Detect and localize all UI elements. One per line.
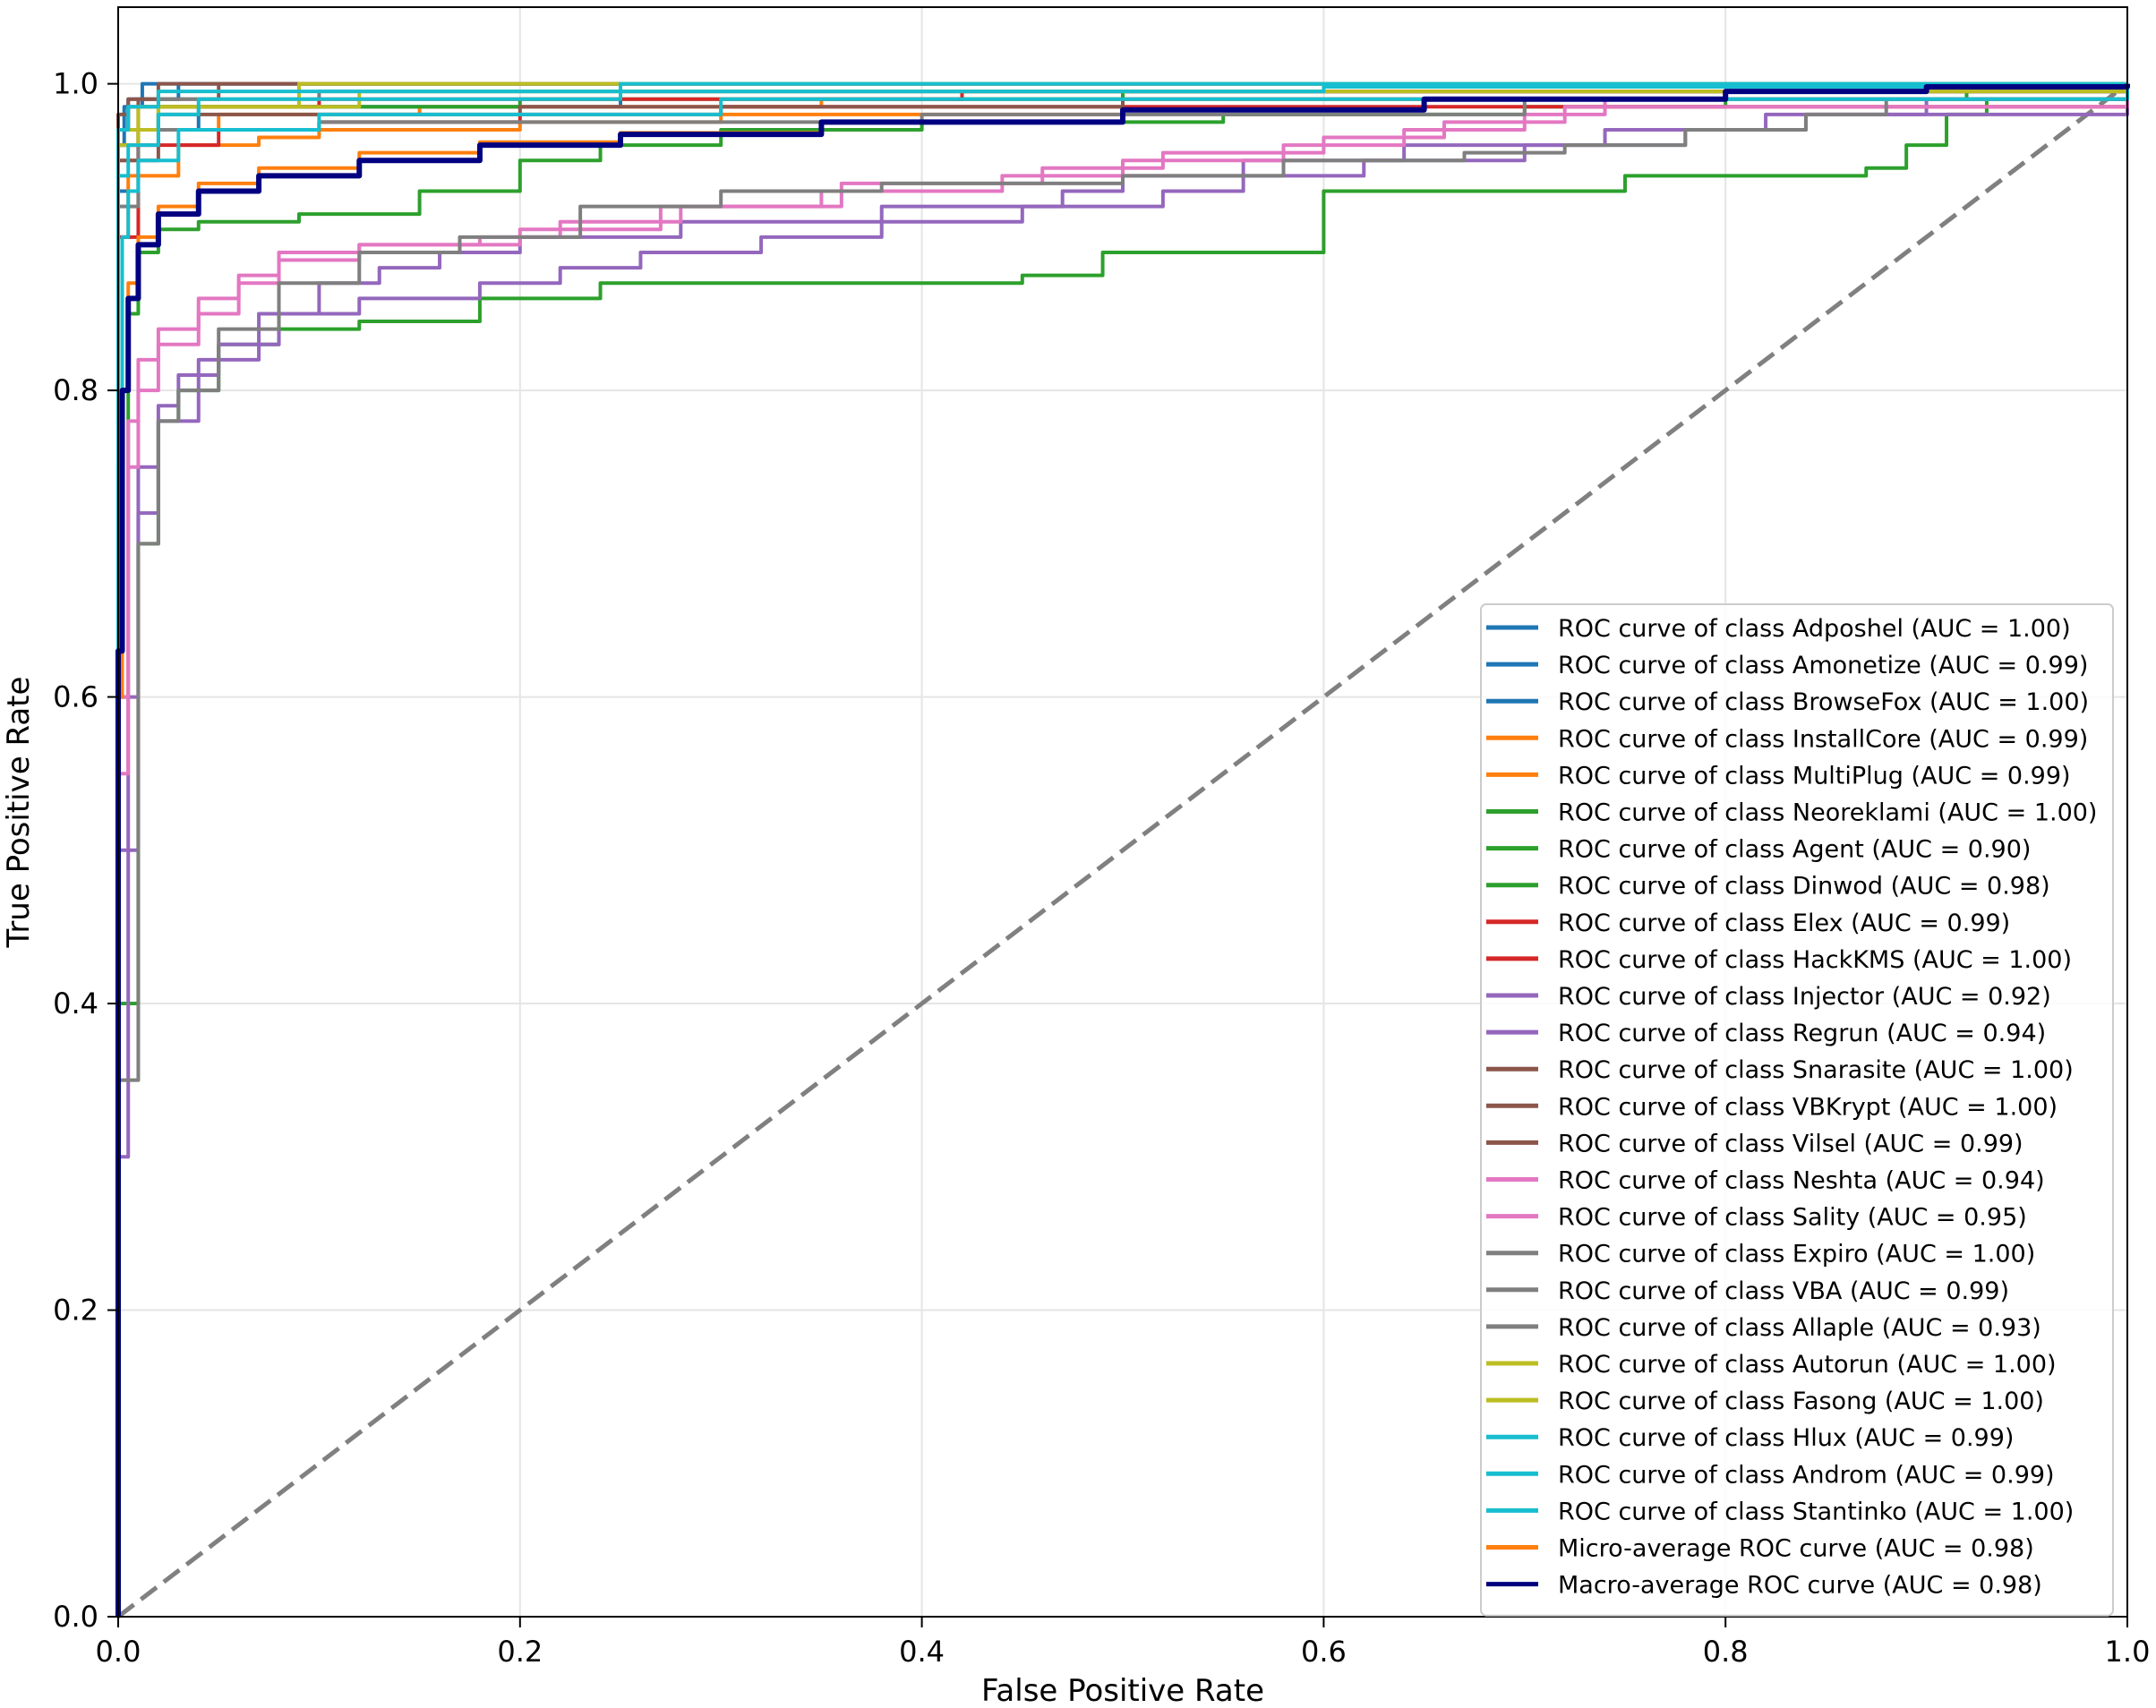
x-axis-label: False Positive Rate	[981, 1673, 1264, 1708]
y-tick-label: 0.2	[53, 1294, 98, 1328]
legend-entry: ROC curve of class Sality (AUC = 0.95)	[1558, 1204, 2027, 1232]
series-line-26	[116, 83, 2130, 1617]
legend-entry: ROC curve of class Fasong (AUC = 1.00)	[1558, 1388, 2044, 1415]
series-line-11	[116, 83, 2129, 1617]
legend-entry: ROC curve of class Agent (AUC = 0.90)	[1558, 836, 2031, 864]
series-line-24	[116, 81, 2127, 1617]
plot-frame	[117, 6, 2128, 1618]
axis-ticks: 0.0 0.2 0.4 0.6 0.8 1.0 0.0 0.2 0.4 0.6 0.8 1.0	[53, 67, 2150, 1669]
legend-entry: ROC curve of class Autorun (AUC = 1.00)	[1558, 1351, 2057, 1379]
y-tick-label: 0.6	[53, 680, 98, 714]
legend-box	[1480, 603, 2114, 1617]
legend-entry: ROC curve of class Neoreklami (AUC = 1.0…	[1558, 799, 2097, 827]
legend-entry: ROC curve of class Adposhel (AUC = 1.00)	[1558, 615, 2071, 643]
legend-entry: ROC curve of class Androm (AUC = 0.99)	[1558, 1461, 2055, 1489]
legend-entry: ROC curve of class Vilsel (AUC = 0.99)	[1558, 1130, 2023, 1157]
chance-line-group	[116, 81, 2129, 1618]
legend-entry: ROC curve of class Regrun (AUC = 0.94)	[1558, 1020, 2046, 1047]
x-tick-label: 0.0	[96, 1635, 141, 1669]
legend-entry: ROC curve of class Dinwod (AUC = 0.98)	[1558, 873, 2050, 901]
legend-entry: ROC curve of class Allaple (AUC = 0.93)	[1558, 1314, 2041, 1342]
legend-entry: ROC curve of class Injector (AUC = 0.92)	[1558, 983, 2051, 1011]
y-tick-label: 0.8	[53, 373, 98, 407]
x-tick-label: 0.4	[899, 1635, 945, 1669]
legend-entry: ROC curve of class VBKrypt (AUC = 1.00)	[1558, 1093, 2058, 1121]
y-tick-label: 0.4	[53, 986, 98, 1021]
series-line-19	[116, 83, 2129, 1617]
x-tick-label: 0.8	[1703, 1635, 1749, 1669]
y-tick-label: 0.0	[53, 1600, 98, 1634]
legend-entry: ROC curve of class VBA (AUC = 0.99)	[1558, 1277, 2009, 1305]
legend-entry: ROC curve of class Expiro (AUC = 1.00)	[1558, 1241, 2035, 1268]
legend-entry: Macro-average ROC curve (AUC = 0.98)	[1558, 1572, 2042, 1600]
x-tick-label: 0.6	[1301, 1635, 1347, 1669]
x-tick-label: 0.2	[497, 1635, 543, 1669]
legend-entry: ROC curve of class Amonetize (AUC = 0.99…	[1558, 652, 2088, 679]
y-tick-label: 1.0	[53, 67, 98, 101]
x-tick-label: 1.0	[2105, 1635, 2151, 1669]
legend-entry: ROC curve of class Hlux (AUC = 0.99)	[1558, 1424, 2014, 1452]
legend: ROC curve of class Adposhel (AUC = 1.00)…	[1480, 603, 2114, 1617]
legend-entry: Micro-average ROC curve (AUC = 0.98)	[1558, 1535, 2034, 1563]
legend-entry: ROC curve of class InstallCore (AUC = 0.…	[1558, 725, 2088, 753]
series-line-23	[116, 83, 2129, 1617]
legend-entry: ROC curve of class BrowseFox (AUC = 1.00…	[1558, 688, 2089, 716]
legend-entry: ROC curve of class Stantinko (AUC = 1.00…	[1558, 1498, 2074, 1525]
legend-entry: ROC curve of class Elex (AUC = 0.99)	[1558, 910, 2010, 937]
legend-entry: ROC curve of class Neshta (AUC = 0.94)	[1558, 1167, 2045, 1195]
legend-entry: ROC curve of class MultiPlug (AUC = 0.99…	[1558, 762, 2071, 790]
chance-line	[116, 81, 2129, 1618]
legend-entry: ROC curve of class Snarasite (AUC = 1.00…	[1558, 1056, 2074, 1084]
legend-entry: ROC curve of class HackKMS (AUC = 1.00)	[1558, 946, 2072, 974]
y-axis-label: True Positive Rate	[1, 677, 37, 949]
